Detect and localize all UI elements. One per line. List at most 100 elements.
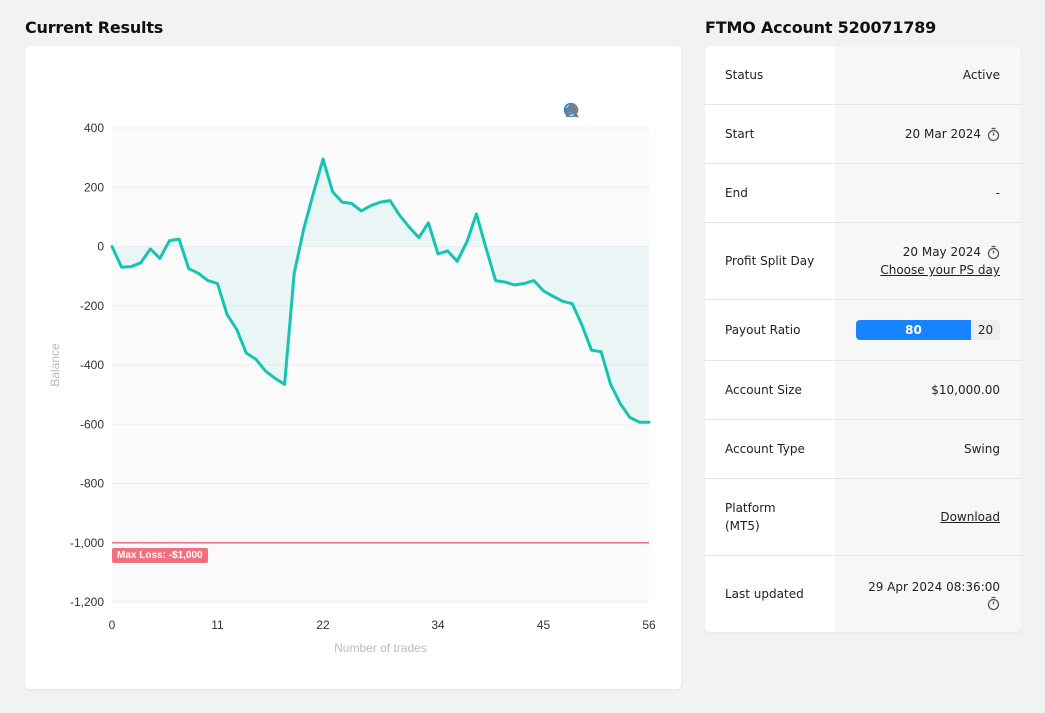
account-size-value: $10,000.00 (931, 383, 1000, 397)
data-point (466, 241, 468, 243)
download-link[interactable]: Download (940, 510, 1000, 524)
data-point (418, 237, 420, 239)
data-point (332, 191, 334, 193)
data-point (389, 200, 391, 202)
x-tick-label: 56 (642, 618, 656, 632)
y-tick-label: -1,000 (70, 536, 104, 550)
payout-ratio-trader: 80 (856, 320, 971, 340)
chart-toolbar (563, 102, 652, 122)
account-size-label: Account Size (725, 383, 802, 397)
payout-ratio-firm: 20 (971, 320, 1000, 340)
end-label: End (725, 186, 748, 200)
data-point (629, 416, 631, 418)
account-type-row: Account Type Swing (705, 420, 1021, 479)
data-point (188, 268, 190, 270)
data-point (533, 280, 535, 282)
data-point (619, 403, 621, 404)
status-value: Active (962, 68, 1000, 82)
last-updated-label: Last updated (725, 587, 804, 601)
data-point (504, 281, 506, 283)
platform-label-type: (MT5) (725, 519, 760, 533)
data-point (360, 210, 362, 212)
data-point (610, 383, 612, 385)
end-row: End - (705, 164, 1021, 223)
results-chart-card: 400 200 0 -200 -400 -600 -800 -1,000 -1,200 0 11 22… (25, 46, 681, 689)
data-point (197, 272, 199, 274)
data-point (255, 358, 257, 360)
data-point (293, 272, 295, 274)
data-point (514, 284, 516, 286)
y-tick-label: -1,200 (70, 595, 104, 609)
platform-row: Platform (MT5) Download (705, 479, 1021, 556)
platform-label-name: Platform (725, 501, 776, 515)
x-tick-label: 45 (537, 618, 551, 632)
account-size-row: Account Size $10,000.00 (705, 361, 1021, 420)
data-point (648, 421, 650, 423)
data-point (121, 266, 123, 268)
status-label: Status (725, 68, 764, 82)
x-tick-label: 11 (211, 618, 224, 632)
data-point (370, 205, 372, 207)
stopwatch-icon (987, 127, 1000, 141)
account-type-value: Swing (964, 442, 1000, 456)
x-tick-label: 0 (109, 618, 116, 632)
y-axis-label: Balance (48, 343, 62, 387)
y-tick-label: -600 (80, 417, 104, 431)
data-point (562, 300, 564, 302)
data-point (130, 266, 132, 268)
x-tick-label: 22 (316, 618, 330, 632)
data-point (140, 262, 142, 264)
balance-chart: 400 200 0 -200 -400 -600 -800 -1,000 -1,200 0 11 22… (48, 121, 656, 655)
max-loss-label: Max Loss: -$1,000 (112, 548, 208, 563)
y-tick-label: -200 (80, 299, 104, 313)
data-point (437, 253, 439, 255)
data-point (226, 314, 228, 316)
y-tick-label: -800 (80, 477, 104, 491)
data-point (245, 352, 247, 354)
data-point (475, 213, 477, 215)
x-axis-label: Number of trades (334, 641, 427, 655)
data-point (638, 421, 640, 423)
data-point (303, 228, 305, 230)
account-type-label: Account Type (725, 442, 805, 456)
y-tick-label: 200 (84, 180, 104, 194)
data-point (341, 201, 343, 203)
zoom-out-icon[interactable] (563, 102, 606, 122)
data-point (543, 290, 544, 292)
data-point (284, 383, 286, 385)
data-point (456, 260, 458, 262)
start-value: 20 Mar 2024 (904, 127, 981, 141)
data-point (399, 214, 401, 216)
current-results-title: Current Results (25, 18, 164, 37)
payout-ratio-label: Payout Ratio (725, 323, 801, 337)
y-tick-label: 0 (97, 240, 104, 254)
data-point (274, 377, 276, 379)
data-point (447, 250, 449, 252)
start-row: Start 20 Mar 2024 (705, 105, 1021, 164)
data-point (236, 328, 238, 330)
platform-label: Platform (MT5) (705, 499, 835, 535)
end-value: - (995, 186, 1000, 200)
payout-ratio-row: Payout Ratio 80 20 (705, 300, 1021, 361)
data-point (408, 226, 410, 228)
data-point (149, 248, 151, 250)
data-point (312, 192, 314, 194)
data-point (217, 283, 218, 284)
data-point (591, 349, 592, 351)
y-tick-label: 400 (84, 121, 104, 135)
choose-ps-day-link[interactable]: Choose your PS day (880, 263, 1000, 277)
data-point (207, 280, 209, 282)
data-point (427, 222, 429, 224)
stopwatch-icon (987, 245, 1000, 259)
status-row: Status Active (705, 46, 1021, 105)
stopwatch-icon (987, 596, 1000, 610)
selection-zoom-icon[interactable] (564, 102, 629, 122)
home-icon[interactable] (564, 102, 652, 122)
last-updated-row: Last updated 29 Apr 2024 08:36:00 (705, 556, 1021, 632)
start-label: Start (725, 127, 755, 141)
data-point (264, 370, 266, 372)
data-point (581, 324, 583, 326)
x-tick-label: 34 (431, 618, 445, 632)
data-point (571, 303, 573, 305)
data-point (169, 240, 170, 242)
